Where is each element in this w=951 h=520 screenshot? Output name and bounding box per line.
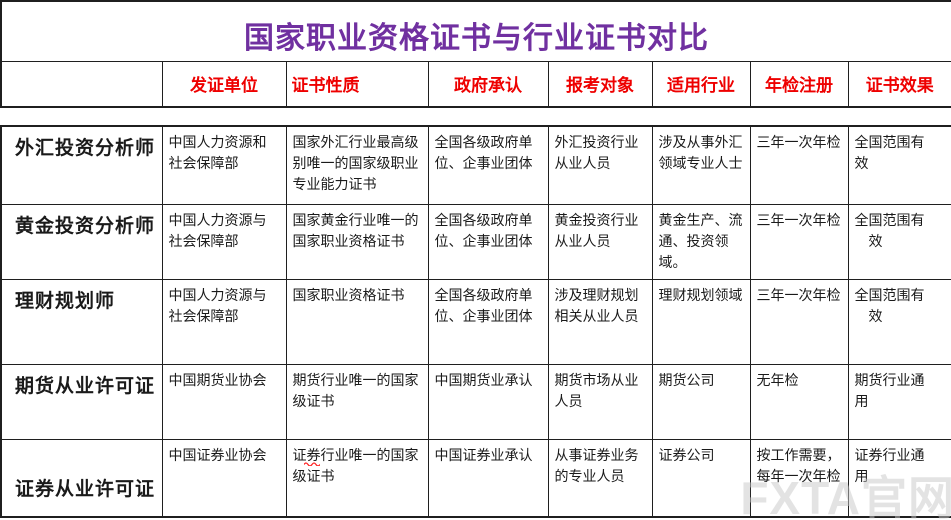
government-recognition-cell: 中国期货业承认	[427, 363, 549, 440]
applicable-industry-cell: 证券公司	[651, 438, 751, 518]
applicants-cell: 涉及理财规划 相关从业人员	[547, 278, 653, 365]
title-header-table: 国家职业资格证书与行业证书对比 发证单位 证书性质 政府承认 报考对象 适用行业…	[0, 0, 951, 108]
comparison-table-wrap: 外汇投资分析师 中国人力资源和 社会保障部 国家外汇行业最高级 别唯一的国家级职…	[0, 125, 951, 518]
table-row-futures-license: 期货从业许可证 中国期货业协会 期货行业唯一的国家 级证书 中国期货业承认 期货…	[0, 363, 951, 440]
issuing-unit-cell: 中国期货业协会	[161, 363, 287, 440]
table-row-forex-analyst: 外汇投资分析师 中国人力资源和 社会保障部 国家外汇行业最高级 别唯一的国家级职…	[0, 125, 951, 205]
row-label: 期货从业许可证	[0, 363, 163, 440]
applicants-cell: 从事证券业务 的专业人员	[547, 438, 653, 518]
table-row-securities-license: 证券从业许可证 中国证券业协会 证券行业唯一的国家 级证书 中国证券业承认 从事…	[0, 438, 951, 518]
certificate-nature-cell: 证券行业唯一的国家 级证书	[285, 438, 429, 518]
col-header-certificate-nature: 证书性质	[285, 60, 429, 108]
annual-inspection-cell: 三年一次年检	[749, 203, 849, 280]
row-label: 外汇投资分析师	[0, 125, 163, 205]
title-row: 国家职业资格证书与行业证书对比	[0, 0, 951, 62]
page-title: 国家职业资格证书与行业证书对比	[0, 0, 951, 62]
comparison-table: 外汇投资分析师 中国人力资源和 社会保障部 国家外汇行业最高级 别唯一的国家级职…	[0, 125, 951, 518]
certificate-effect-cell: 全国范围有 效	[847, 125, 951, 205]
annual-inspection-cell: 无年检	[749, 363, 849, 440]
col-header-issuing-unit: 发证单位	[161, 60, 287, 108]
applicable-industry-cell: 黄金生产、流 通、投资领域。	[651, 203, 751, 280]
government-recognition-cell: 全国各级政府单 位、企事业团体	[427, 203, 549, 280]
certificate-effect-cell: 全国范围有 效	[847, 203, 951, 280]
certificate-nature-cell: 国家职业资格证书	[285, 278, 429, 365]
col-header-government-recognition: 政府承认	[427, 60, 549, 108]
col-header-certificate-effect: 证书效果	[847, 60, 951, 108]
corner-cell	[0, 60, 163, 108]
government-recognition-cell: 全国各级政府单 位、企事业团体	[427, 125, 549, 205]
annual-inspection-cell: 三年一次年检	[749, 125, 849, 205]
annual-inspection-cell: 三年一次年检	[749, 278, 849, 365]
issuing-unit-cell: 中国人力资源与 社会保障部	[161, 203, 287, 280]
certificate-effect-cell: 证券行业通 用	[847, 438, 951, 518]
row-label: 证券从业许可证	[0, 438, 163, 518]
applicants-cell: 期货市场从业 人员	[547, 363, 653, 440]
row-label: 理财规划师	[0, 278, 163, 365]
applicable-industry-cell: 涉及从事外汇 领域专业人士	[651, 125, 751, 205]
government-recognition-cell: 中国证券业承认	[427, 438, 549, 518]
certificate-effect-cell: 期货行业通 用	[847, 363, 951, 440]
certificate-effect-cell: 全国范围有 效	[847, 278, 951, 365]
row-label: 黄金投资分析师	[0, 203, 163, 280]
certificate-nature-cell: 国家外汇行业最高级 别唯一的国家级职业 专业能力证书	[285, 125, 429, 205]
col-header-applicable-industry: 适用行业	[651, 60, 751, 108]
applicable-industry-cell: 期货公司	[651, 363, 751, 440]
government-recognition-cell: 全国各级政府单 位、企事业团体	[427, 278, 549, 365]
applicants-cell: 外汇投资行业 从业人员	[547, 125, 653, 205]
annual-inspection-cell: 按工作需要， 每年一次年检	[749, 438, 849, 518]
issuing-unit-cell: 中国人力资源和 社会保障部	[161, 125, 287, 205]
issuing-unit-cell: 中国人力资源与 社会保障部	[161, 278, 287, 365]
applicable-industry-cell: 理财规划领域	[651, 278, 751, 365]
column-header-row: 发证单位 证书性质 政府承认 报考对象 适用行业 年检注册 证书效果	[0, 60, 951, 108]
applicants-cell: 黄金投资行业 从业人员	[547, 203, 653, 280]
table-row-gold-analyst: 黄金投资分析师 中国人力资源与 社会保障部 国家黄金行业唯一的 国家职业资格证书…	[0, 203, 951, 280]
certificate-nature-cell: 国家黄金行业唯一的 国家职业资格证书	[285, 203, 429, 280]
certificate-nature-cell: 期货行业唯一的国家 级证书	[285, 363, 429, 440]
col-header-annual-inspection: 年检注册	[749, 60, 849, 108]
issuing-unit-cell: 中国证券业协会	[161, 438, 287, 518]
table-row-financial-planner: 理财规划师 中国人力资源与 社会保障部 国家职业资格证书 全国各级政府单 位、企…	[0, 278, 951, 365]
col-header-applicants: 报考对象	[547, 60, 653, 108]
